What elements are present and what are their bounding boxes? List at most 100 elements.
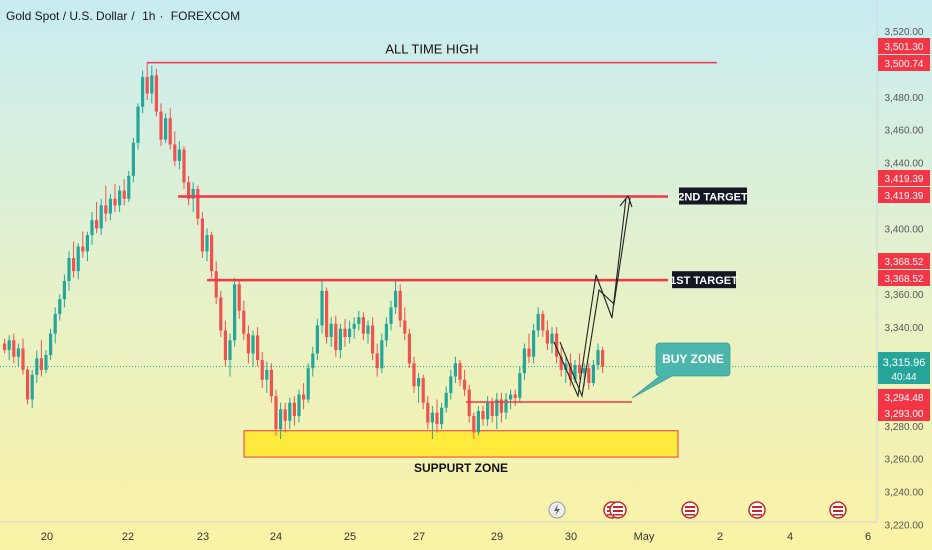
candle-body xyxy=(182,149,186,183)
candle-body xyxy=(210,234,214,272)
candle-body xyxy=(72,258,76,272)
candle-body xyxy=(168,118,172,145)
candle-body xyxy=(435,412,439,425)
candle-body xyxy=(343,328,347,337)
projection-path xyxy=(553,197,627,398)
candle-body xyxy=(85,234,89,252)
candle-body xyxy=(486,402,490,420)
price-label-text: 3,419.39 xyxy=(885,174,924,185)
us-flag-event-icon xyxy=(685,506,695,508)
candle-body xyxy=(223,330,227,360)
candle-body xyxy=(108,198,112,214)
time-tick-label: 2 xyxy=(717,531,723,543)
candle-body xyxy=(412,363,416,387)
candle-body xyxy=(306,368,310,400)
candle-body xyxy=(532,330,536,357)
candle-body xyxy=(219,297,223,331)
candle-body xyxy=(348,328,352,337)
candle-body xyxy=(380,340,384,369)
candle-body xyxy=(76,246,80,272)
candle-body xyxy=(145,77,149,94)
candle-body xyxy=(361,317,365,334)
us-flag-event-icon xyxy=(752,510,762,512)
price-label-text: 3,501.30 xyxy=(885,42,924,53)
time-tick-label: 20 xyxy=(41,531,53,543)
price-tick-label: 3,520.00 xyxy=(885,27,924,38)
price-label-text: 3,500.74 xyxy=(885,59,924,70)
candle-body xyxy=(136,106,140,143)
price-label-bg xyxy=(878,38,930,54)
candle-body xyxy=(251,335,255,354)
candle-body xyxy=(371,325,375,354)
candle-body xyxy=(509,394,513,400)
price-tick-label: 3,340.00 xyxy=(885,323,924,334)
price-label-bg xyxy=(878,389,930,405)
price-label-text: 3,294.48 xyxy=(885,393,924,404)
candle-body xyxy=(39,358,43,370)
candle-body xyxy=(573,364,577,380)
drawings-layer: BUY ZONE xyxy=(553,194,731,399)
candle-body xyxy=(283,409,287,421)
candle-body xyxy=(95,220,99,229)
candle-body xyxy=(490,402,494,416)
candle-body xyxy=(200,218,204,252)
candles-layer xyxy=(3,62,605,439)
candle-body xyxy=(228,340,232,360)
candle-body xyxy=(564,363,568,370)
candle-body xyxy=(426,402,430,423)
price-label-text: 3,293.00 xyxy=(885,409,924,420)
candle-body xyxy=(246,333,250,354)
candle-body xyxy=(430,412,434,423)
candle-body xyxy=(62,281,66,300)
candle-body xyxy=(591,364,595,384)
buy-zone-callout xyxy=(631,342,731,399)
candle-body xyxy=(403,320,407,334)
price-label-text: 3,368.52 xyxy=(885,257,924,268)
candle-body xyxy=(458,363,462,380)
candle-body xyxy=(7,340,11,351)
events-row xyxy=(548,501,847,519)
candle-body xyxy=(338,328,342,351)
zones-layer: SUPPURT ZONE xyxy=(0,366,877,475)
price-tick-label: 3,280.00 xyxy=(885,422,924,433)
candle-body xyxy=(81,246,85,252)
candle-body xyxy=(196,188,200,219)
candle-body xyxy=(375,353,379,369)
support-zone-label: SUPPURT ZONE xyxy=(414,461,508,475)
candle-body xyxy=(118,190,122,206)
time-tick-label: 6 xyxy=(865,531,871,543)
price-label-bg xyxy=(878,187,930,203)
candle-body xyxy=(99,205,103,229)
price-label-text: 3,419.39 xyxy=(885,191,924,202)
candle-body xyxy=(265,369,269,380)
time-axis[interactable]: 20 22 23 24 25 27 29 30 May 2 4 6 xyxy=(41,531,871,543)
price-label-bg xyxy=(878,170,930,186)
symbol-name[interactable]: Gold Spot / U.S. Dollar xyxy=(6,9,128,23)
candle-body xyxy=(541,313,545,331)
lightning-event-icon xyxy=(554,504,560,516)
target-tag-bg xyxy=(679,187,747,205)
candle-body xyxy=(260,360,264,380)
candle-body xyxy=(352,323,356,329)
candle-body xyxy=(559,356,563,370)
candle-body xyxy=(26,369,30,400)
candle-body xyxy=(536,313,540,331)
candle-body xyxy=(320,290,324,326)
candle-body xyxy=(366,325,370,334)
target-tag-label: 1ST TARGET xyxy=(670,275,738,287)
price-tick-label: 3,400.00 xyxy=(885,224,924,235)
candle-body xyxy=(154,75,158,112)
candle-body xyxy=(3,343,7,351)
candle-body xyxy=(214,271,218,298)
candle-body xyxy=(394,290,398,308)
candle-body xyxy=(256,335,260,360)
candle-body xyxy=(334,323,338,351)
candle-body xyxy=(150,75,154,94)
candle-body xyxy=(578,364,582,374)
candle-body xyxy=(302,394,306,400)
candle-body xyxy=(311,353,315,369)
buy-zone-label: BUY ZONE xyxy=(662,352,724,366)
interval-label[interactable]: 1h xyxy=(142,9,156,23)
us-flag-event-icon xyxy=(685,510,695,512)
